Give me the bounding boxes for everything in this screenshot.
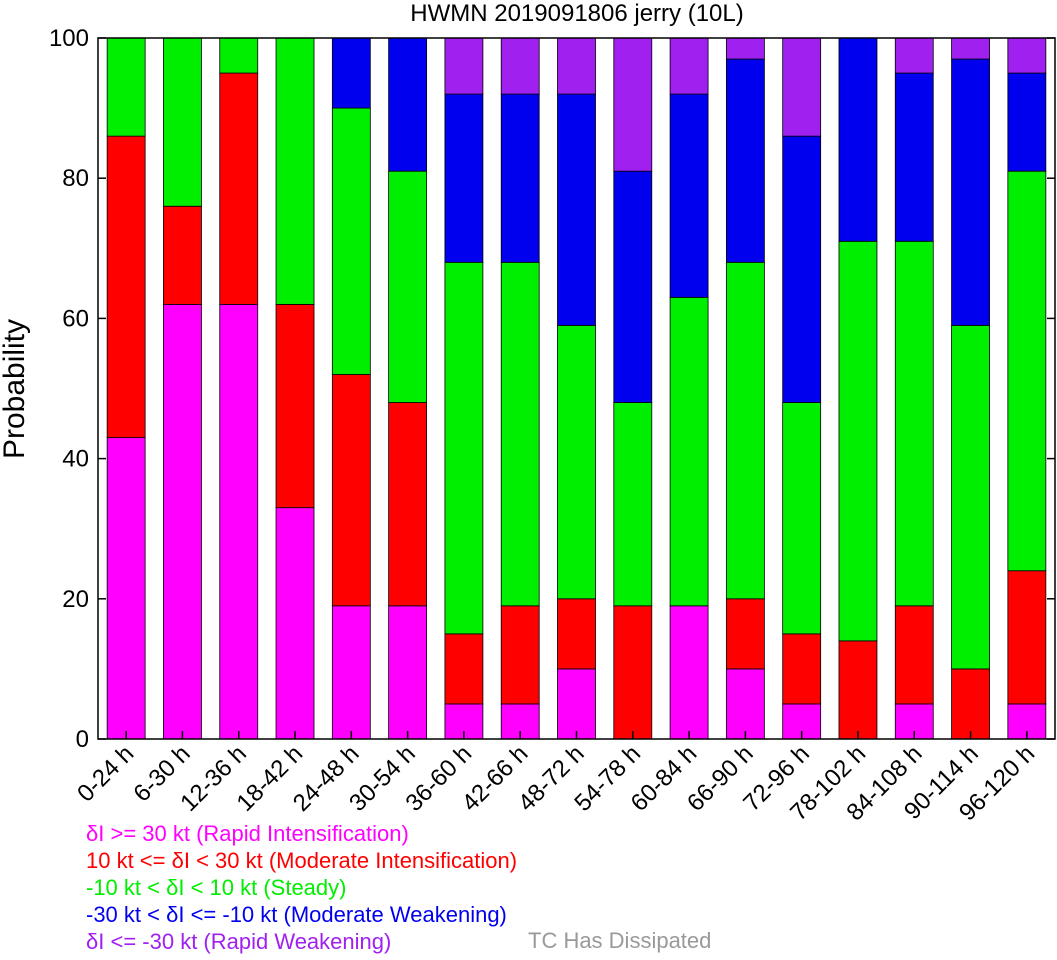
bar-segment-mi [1007,570,1047,705]
bar-segment-ri [669,605,709,740]
y-tick-label: 100 [49,25,89,52]
bar-segment-rw [894,37,934,74]
bar-segment-st [331,107,371,375]
bar-segment-st [106,37,146,137]
y-axis-label: Probability [0,319,31,459]
bar-segment-mi [163,205,202,305]
legend-steady: -10 kt < δI < 10 kt (Steady) [86,875,347,900]
y-tick-label: 60 [62,305,89,332]
bar-segment-mi [782,633,822,705]
bar-segment-ri [725,668,765,740]
legend-moderate-weakening: -30 kt < δI <= -10 kt (Moderate Weakenin… [86,902,507,927]
bar-segment-ri [106,437,146,740]
bar-segment-mi [444,633,484,705]
bar-segment-st [1007,170,1047,572]
bar-segment-ri [275,507,315,740]
y-tick-label: 80 [62,165,89,192]
bar-segment-mw [444,93,484,263]
bar-segment-rw [1007,37,1047,74]
bar-segment-st [444,261,484,635]
bar-segment-rw [951,37,990,60]
bar-segment-st [163,37,202,207]
y-tick-label: 40 [62,446,89,473]
bar-segment-st [669,296,709,607]
bar-segment-mi [500,605,540,705]
bar-segment-mw [669,93,709,298]
bar-segment-mw [500,93,540,263]
bar-segment-st [951,325,990,670]
legend-rapid-intensification: δI >= 30 kt (Rapid Intensification) [86,821,409,846]
bar-segment-mw [838,37,878,242]
bar-segment-mi [838,640,878,740]
bar-segment-mw [613,170,653,403]
bar-segment-rw [782,37,822,137]
bar-segment-ri [557,668,596,740]
bars-group [106,37,1047,740]
bar-segment-mw [894,72,934,242]
bar-segment-st [894,240,934,607]
bar-segment-mi [894,605,934,705]
plot-frame [97,37,1056,740]
bar-segment-ri [331,605,371,740]
bar-segment-st [500,261,540,607]
bar-segment-st [388,170,428,403]
bar-segment-mi [951,668,990,740]
bar-segment-mw [388,37,428,172]
bar-segment-st [557,325,596,600]
bar-segment-st [613,402,653,607]
bar-segment-mw [331,37,371,109]
bar-segment-rw [725,37,765,60]
bar-segment-mw [951,58,990,326]
bar-segment-mi [613,605,653,740]
bar-segment-rw [444,37,484,95]
bar-segment-rw [613,37,653,172]
bar-segment-ri [388,605,428,740]
bar-segment-mi [331,374,371,607]
bar-segment-mi [388,402,428,607]
bar-segment-mw [557,93,596,326]
chart-title: HWMN 2019091806 jerry (10L) [410,0,743,27]
bar-segment-st [275,37,315,305]
legend: δI >= 30 kt (Rapid Intensification) 10 k… [86,820,517,955]
x-axis: 0-24 h6-30 h12-36 h18-42 h24-48 h30-54 h… [72,731,1040,826]
bar-segment-mi [275,303,315,509]
bar-segment-st [725,261,765,600]
bar-segment-rw [500,37,540,95]
bar-segment-mw [1007,72,1047,172]
legend-moderate-intensification: 10 kt <= δI < 30 kt (Moderate Intensific… [86,848,518,873]
legend-dissipated: TC Has Dissipated [528,928,712,953]
bar-segment-ri [219,303,259,740]
bar-segment-rw [557,37,596,95]
bar-segment-mi [557,598,596,670]
bar-segment-mw [782,135,822,403]
y-tick-label: 0 [76,726,89,753]
bar-segment-st [838,240,878,642]
bar-segment-mi [106,135,146,438]
bar-segment-st [782,402,822,635]
legend-rapid-weakening: δI <= -30 kt (Rapid Weakening) [86,929,392,954]
bar-segment-ri [163,303,202,740]
bar-segment-mi [725,598,765,670]
y-tick-label: 20 [62,586,89,613]
bar-segment-mw [725,58,765,263]
bar-segment-st [219,37,259,74]
bar-segment-mi [219,72,259,305]
bar-segment-rw [669,37,709,95]
